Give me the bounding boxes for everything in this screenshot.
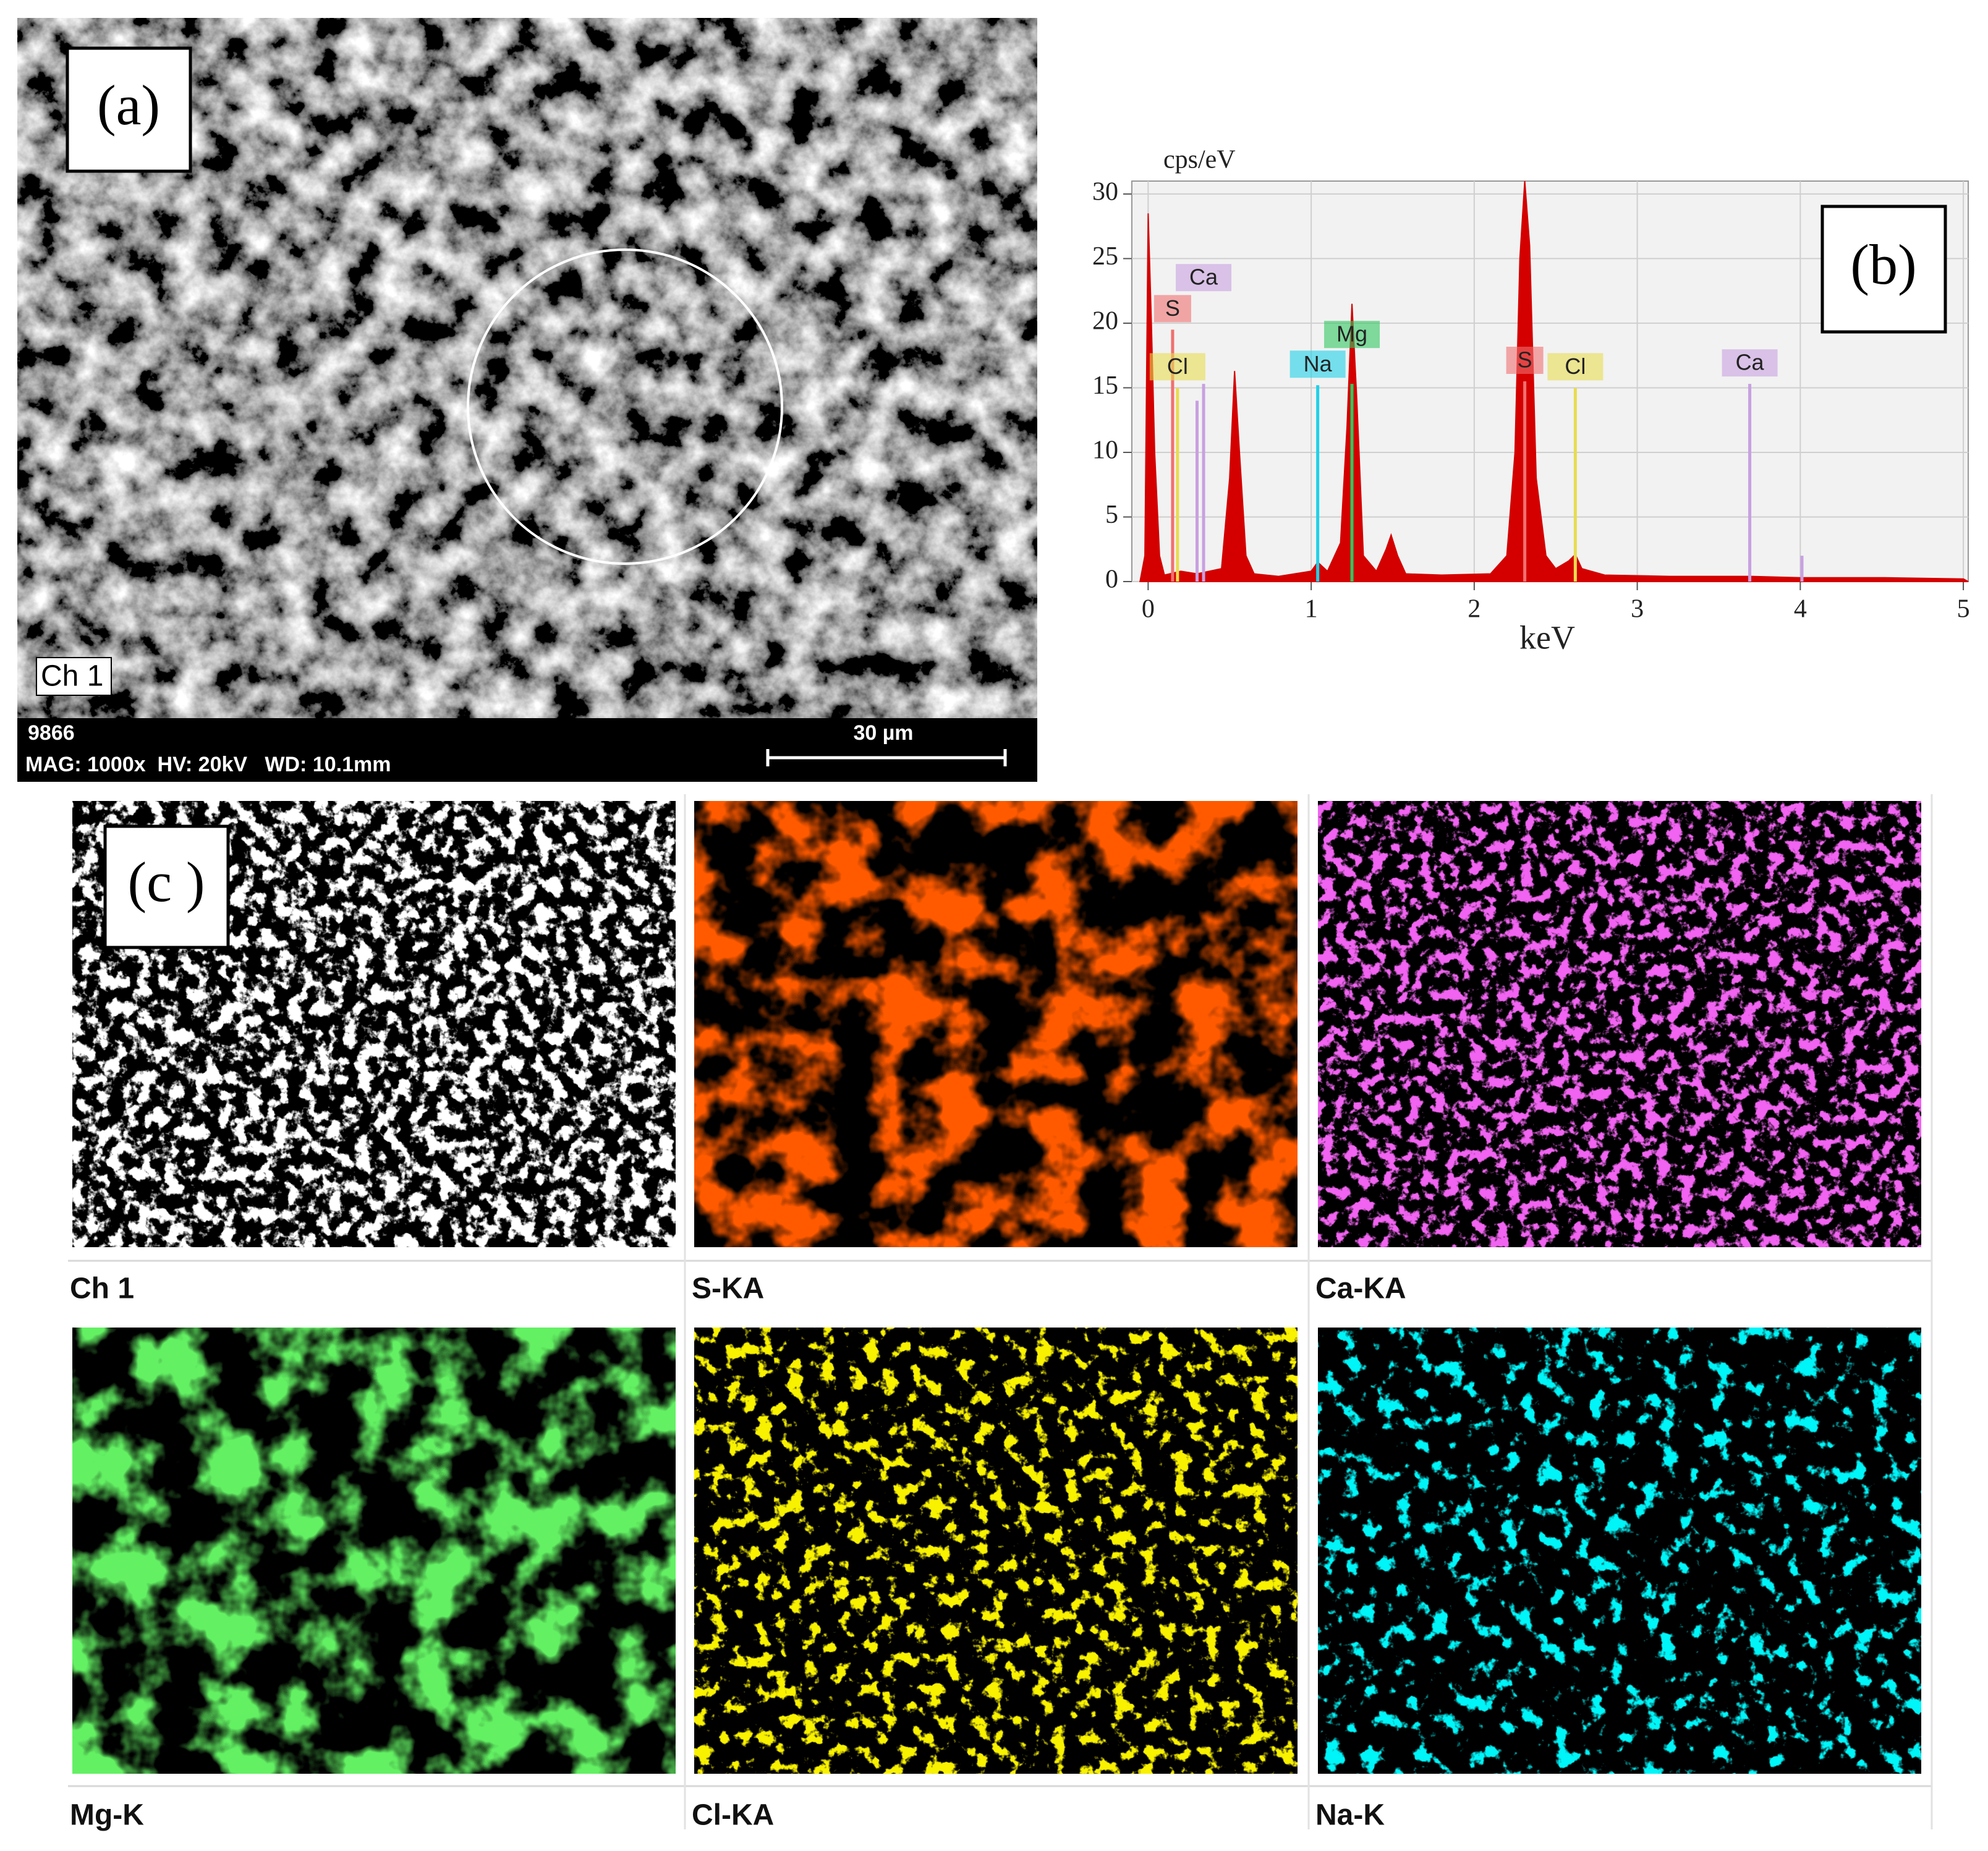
x-tick-label: 1 — [1305, 595, 1318, 624]
element-label: Ca — [1189, 265, 1218, 290]
x-tick-label: 0 — [1142, 595, 1155, 624]
channel-box — [36, 657, 112, 696]
element-label: S — [1165, 295, 1180, 321]
element-map-signal — [1318, 1328, 1921, 1774]
panel-label-box — [1820, 205, 1947, 334]
element-label-box — [1722, 349, 1778, 377]
image-id: 9866 — [28, 721, 75, 745]
y-tick-label: 10 — [1092, 436, 1118, 465]
panel-label-box — [66, 46, 192, 173]
info-bar — [17, 718, 1037, 782]
x-tick-label: 3 — [1631, 595, 1644, 624]
map-label: Ch 1 — [70, 1273, 134, 1305]
region-circle — [467, 248, 783, 565]
element-map-signal — [72, 1328, 676, 1774]
scale-bar-label: 30 µm — [853, 721, 913, 745]
y-tick-label: 30 — [1092, 178, 1118, 206]
image-settings: MAG: 1000x HV: 20kV WD: 10.1mm — [25, 753, 391, 776]
panel-label: (c ) — [127, 850, 205, 913]
element-map-signal — [694, 1328, 1298, 1774]
x-tick-label: 4 — [1794, 595, 1807, 624]
element-label-box — [1149, 353, 1205, 381]
element-label: Cl — [1167, 354, 1188, 379]
map-label: Na-K — [1315, 1799, 1385, 1832]
scale-bar — [766, 749, 1007, 766]
y-tick-label: 5 — [1105, 501, 1118, 529]
element-label: S — [1518, 347, 1532, 373]
element-label: Ca — [1736, 350, 1765, 375]
x-axis-label: keV — [1519, 619, 1575, 656]
spectrum — [1139, 180, 1969, 582]
element-label-box — [1547, 353, 1604, 381]
element-map-signal — [1318, 801, 1921, 1247]
element-map-signal — [694, 801, 1298, 1247]
panel-label-box — [103, 824, 230, 949]
element-label-box — [1176, 264, 1232, 292]
y-axis-label: cps/eV — [1163, 146, 1236, 174]
map-label: S-KA — [692, 1273, 764, 1305]
map-label: Mg-K — [70, 1799, 144, 1832]
x-tick-label: 2 — [1468, 595, 1480, 624]
panel-label: (a) — [97, 74, 160, 137]
element-label-box — [1506, 347, 1544, 374]
y-tick-label: 15 — [1092, 371, 1118, 400]
map-label: Cl-KA — [692, 1799, 774, 1832]
element-maps: Ch 1 S-KA Ca-KA Mg-K Cl-KA Na-K — [68, 794, 1933, 1832]
map-label: Ca-KA — [1315, 1273, 1406, 1305]
y-tick-label: 0 — [1105, 565, 1118, 594]
element-label-box — [1289, 350, 1346, 378]
element-label: Na — [1304, 351, 1333, 376]
panel-label: (b) — [1850, 233, 1916, 296]
element-label: Cl — [1565, 354, 1586, 379]
element-label: Mg — [1336, 321, 1367, 347]
y-tick-label: 20 — [1092, 307, 1118, 336]
channel-label: Ch 1 — [41, 660, 103, 693]
element-label-box — [1153, 295, 1191, 323]
element-label-box — [1324, 321, 1380, 349]
y-tick-label: 25 — [1092, 242, 1118, 271]
x-tick-label: 5 — [1957, 595, 1970, 624]
